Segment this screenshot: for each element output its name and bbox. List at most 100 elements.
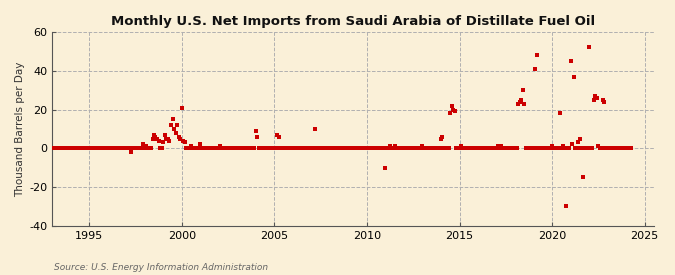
Point bbox=[499, 146, 510, 150]
Point bbox=[454, 146, 465, 150]
Point bbox=[356, 146, 367, 150]
Point bbox=[279, 146, 290, 150]
Title: Monthly U.S. Net Imports from Saudi Arabia of Distillate Fuel Oil: Monthly U.S. Net Imports from Saudi Arab… bbox=[111, 15, 595, 28]
Point bbox=[135, 146, 146, 150]
Point bbox=[625, 146, 636, 150]
Point bbox=[70, 146, 81, 150]
Point bbox=[352, 146, 363, 150]
Point bbox=[335, 146, 346, 150]
Point bbox=[539, 146, 549, 150]
Point bbox=[558, 144, 568, 148]
Point bbox=[477, 146, 488, 150]
Point bbox=[332, 146, 343, 150]
Point bbox=[425, 146, 435, 150]
Point bbox=[213, 146, 224, 150]
Point bbox=[445, 111, 456, 116]
Point bbox=[148, 133, 159, 137]
Point bbox=[198, 146, 209, 150]
Point bbox=[236, 146, 247, 150]
Point bbox=[250, 129, 261, 133]
Point bbox=[616, 146, 627, 150]
Point bbox=[608, 146, 619, 150]
Point bbox=[580, 146, 591, 150]
Point bbox=[624, 146, 634, 150]
Point bbox=[110, 146, 121, 150]
Point bbox=[184, 146, 195, 150]
Point bbox=[53, 146, 63, 150]
Point bbox=[101, 146, 111, 150]
Point bbox=[453, 146, 464, 150]
Point bbox=[403, 146, 414, 150]
Point bbox=[443, 146, 454, 150]
Point bbox=[217, 146, 227, 150]
Point bbox=[295, 146, 306, 150]
Point bbox=[610, 146, 621, 150]
Point bbox=[271, 146, 281, 150]
Point bbox=[275, 146, 286, 150]
Point bbox=[111, 146, 122, 150]
Point bbox=[84, 146, 95, 150]
Point bbox=[113, 146, 124, 150]
Point bbox=[388, 146, 399, 150]
Point bbox=[241, 146, 252, 150]
Point bbox=[570, 146, 580, 150]
Point bbox=[127, 146, 138, 150]
Point bbox=[440, 146, 451, 150]
Point bbox=[105, 146, 116, 150]
Point bbox=[409, 146, 420, 150]
Point bbox=[284, 146, 295, 150]
Point bbox=[119, 146, 130, 150]
Point bbox=[377, 146, 387, 150]
Point bbox=[163, 136, 173, 141]
Point bbox=[130, 146, 141, 150]
Point bbox=[417, 144, 428, 148]
Point bbox=[255, 146, 266, 150]
Point bbox=[414, 146, 425, 150]
Point bbox=[327, 146, 338, 150]
Point bbox=[524, 146, 535, 150]
Point bbox=[551, 146, 562, 150]
Point bbox=[349, 146, 360, 150]
Point bbox=[450, 109, 460, 114]
Point bbox=[190, 146, 201, 150]
Point bbox=[153, 138, 164, 143]
Point bbox=[368, 146, 379, 150]
Point bbox=[396, 146, 406, 150]
Point bbox=[61, 146, 72, 150]
Point bbox=[398, 146, 409, 150]
Point bbox=[434, 146, 445, 150]
Point bbox=[116, 146, 127, 150]
Point bbox=[587, 146, 597, 150]
Point bbox=[560, 204, 571, 209]
Point bbox=[147, 136, 158, 141]
Point bbox=[344, 146, 355, 150]
Point bbox=[196, 146, 207, 150]
Point bbox=[363, 146, 374, 150]
Point bbox=[513, 101, 524, 106]
Point bbox=[219, 146, 230, 150]
Point bbox=[494, 146, 505, 150]
Point bbox=[451, 146, 462, 150]
Point bbox=[612, 146, 622, 150]
Point bbox=[171, 123, 182, 127]
Point bbox=[619, 146, 630, 150]
Point bbox=[209, 146, 219, 150]
Point bbox=[141, 144, 152, 148]
Point bbox=[389, 144, 400, 148]
Point bbox=[90, 146, 101, 150]
Point bbox=[142, 146, 153, 150]
Point bbox=[354, 146, 364, 150]
Point bbox=[145, 146, 156, 150]
Point bbox=[505, 146, 516, 150]
Point bbox=[463, 146, 474, 150]
Point bbox=[433, 146, 443, 150]
Point bbox=[590, 94, 601, 98]
Point bbox=[259, 146, 269, 150]
Point bbox=[181, 146, 192, 150]
Point bbox=[583, 146, 593, 150]
Point bbox=[573, 140, 584, 145]
Point bbox=[562, 146, 573, 150]
Point bbox=[301, 146, 312, 150]
Point bbox=[136, 146, 147, 150]
Point bbox=[465, 146, 476, 150]
